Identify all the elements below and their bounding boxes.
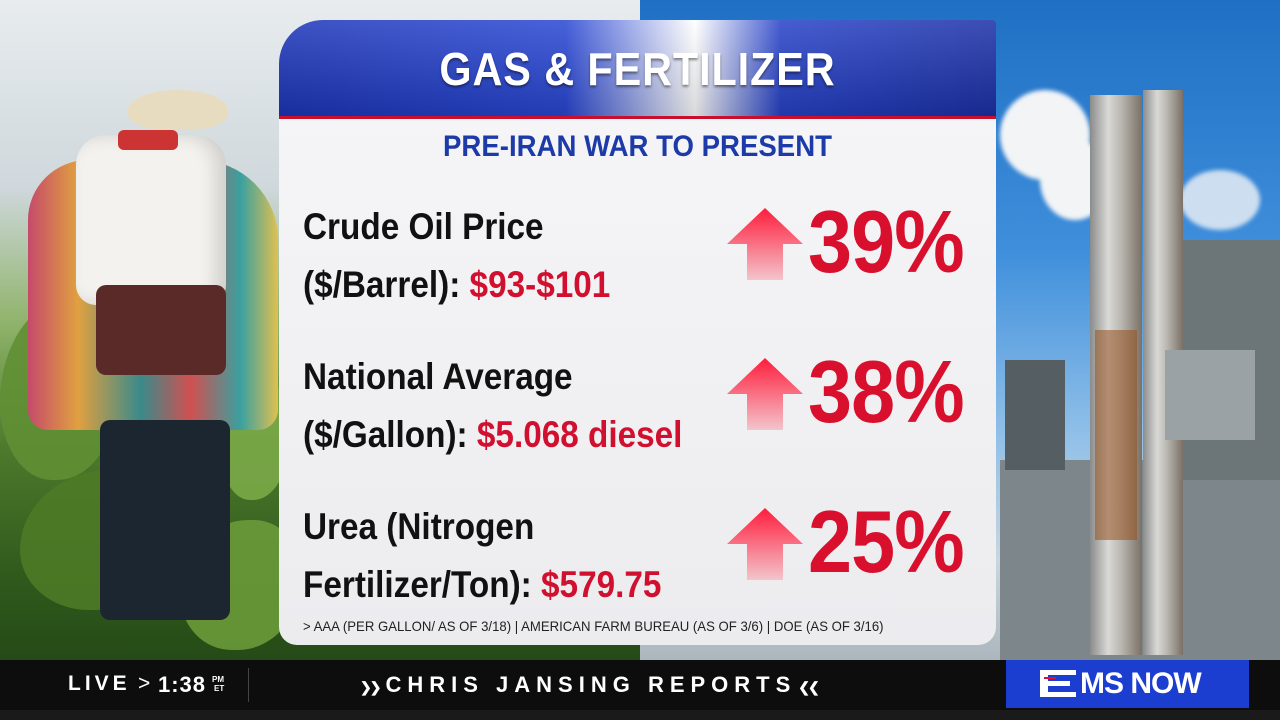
percent-change: 25%	[808, 492, 965, 591]
ticker-bottom-strip	[0, 710, 1280, 720]
up-arrow-icon	[727, 358, 803, 430]
up-arrow-icon	[727, 208, 803, 280]
separator-chevron: >	[138, 672, 151, 695]
stat-value: $93-$101	[469, 264, 611, 305]
show-title: CHRIS JANSING REPORTS	[385, 672, 797, 697]
refinery-tank	[1165, 350, 1255, 440]
stat-label-line2: ($/Barrel): $93-$101	[303, 256, 610, 314]
stat-label-line1: Urea (Nitrogen	[303, 506, 535, 547]
stat-label: Urea (Nitrogen Fertilizer/Ton): $579.75	[303, 498, 661, 614]
panel-body	[279, 119, 996, 645]
farmer-legs	[100, 420, 230, 620]
stat-value: $5.068 diesel	[476, 414, 683, 455]
ms-now-logo-icon	[1040, 670, 1076, 697]
sprayer-tank	[76, 135, 226, 305]
stat-value: $579.75	[541, 564, 662, 605]
stat-label-line1: National Average	[303, 356, 573, 397]
clock-ampm: PM	[212, 675, 224, 684]
stat-label: Crude Oil Price ($/Barrel): $93-$101	[303, 198, 610, 314]
stat-row-national-average: National Average ($/Gallon): $5.068 dies…	[303, 342, 993, 478]
percent-change: 39%	[808, 192, 965, 291]
stat-label-line1: Crude Oil Price	[303, 206, 544, 247]
show-left-mark: ❯❯	[360, 679, 382, 695]
stat-unit: ($/Barrel):	[303, 264, 470, 305]
stat-label-line2: Fertilizer/Ton): $579.75	[303, 556, 661, 614]
stat-label-line2: ($/Gallon): $5.068 diesel	[303, 406, 682, 464]
panel-header	[279, 20, 996, 118]
up-arrow-icon	[727, 508, 803, 580]
panel-title: GAS & FERTILIZER	[439, 43, 836, 95]
straw-hat	[128, 90, 228, 130]
stat-unit: Fertilizer/Ton):	[303, 564, 542, 605]
network-name: MS NOW	[1080, 667, 1202, 700]
network-logo: MS NOW	[1006, 660, 1249, 708]
cloud	[1180, 170, 1260, 230]
clock-time: 1:38	[158, 672, 207, 697]
show-name: ❯❯ CHRIS JANSING REPORTS ❮❮	[360, 672, 820, 698]
stat-unit: ($/Gallon):	[303, 414, 477, 455]
refinery-scaffold	[1005, 360, 1065, 470]
header-underline	[279, 116, 996, 119]
live-indicator: LIVE	[68, 672, 131, 695]
percent-change: 38%	[808, 342, 965, 441]
ticker-divider	[248, 668, 249, 702]
header-shine	[279, 20, 996, 118]
stat-label: National Average ($/Gallon): $5.068 dies…	[303, 348, 682, 464]
stat-row-crude-oil: Crude Oil Price ($/Barrel): $93-$101 39%	[303, 192, 993, 328]
clock-timezone: ET	[214, 684, 225, 693]
panel-subtitle: PRE-IRAN WAR TO PRESENT	[443, 130, 832, 163]
source-citation: > AAA (PER GALLON/ AS OF 3/18) | AMERICA…	[303, 618, 884, 634]
sprayer-engine	[96, 285, 226, 375]
sprayer-cap	[118, 130, 178, 150]
rust-stain	[1095, 330, 1137, 540]
show-right-mark: ❮❮	[798, 679, 820, 695]
info-graphic-panel: GAS & FERTILIZER PRE-IRAN WAR TO PRESENT…	[279, 20, 996, 645]
stat-row-urea: Urea (Nitrogen Fertilizer/Ton): $579.75 …	[303, 492, 993, 628]
